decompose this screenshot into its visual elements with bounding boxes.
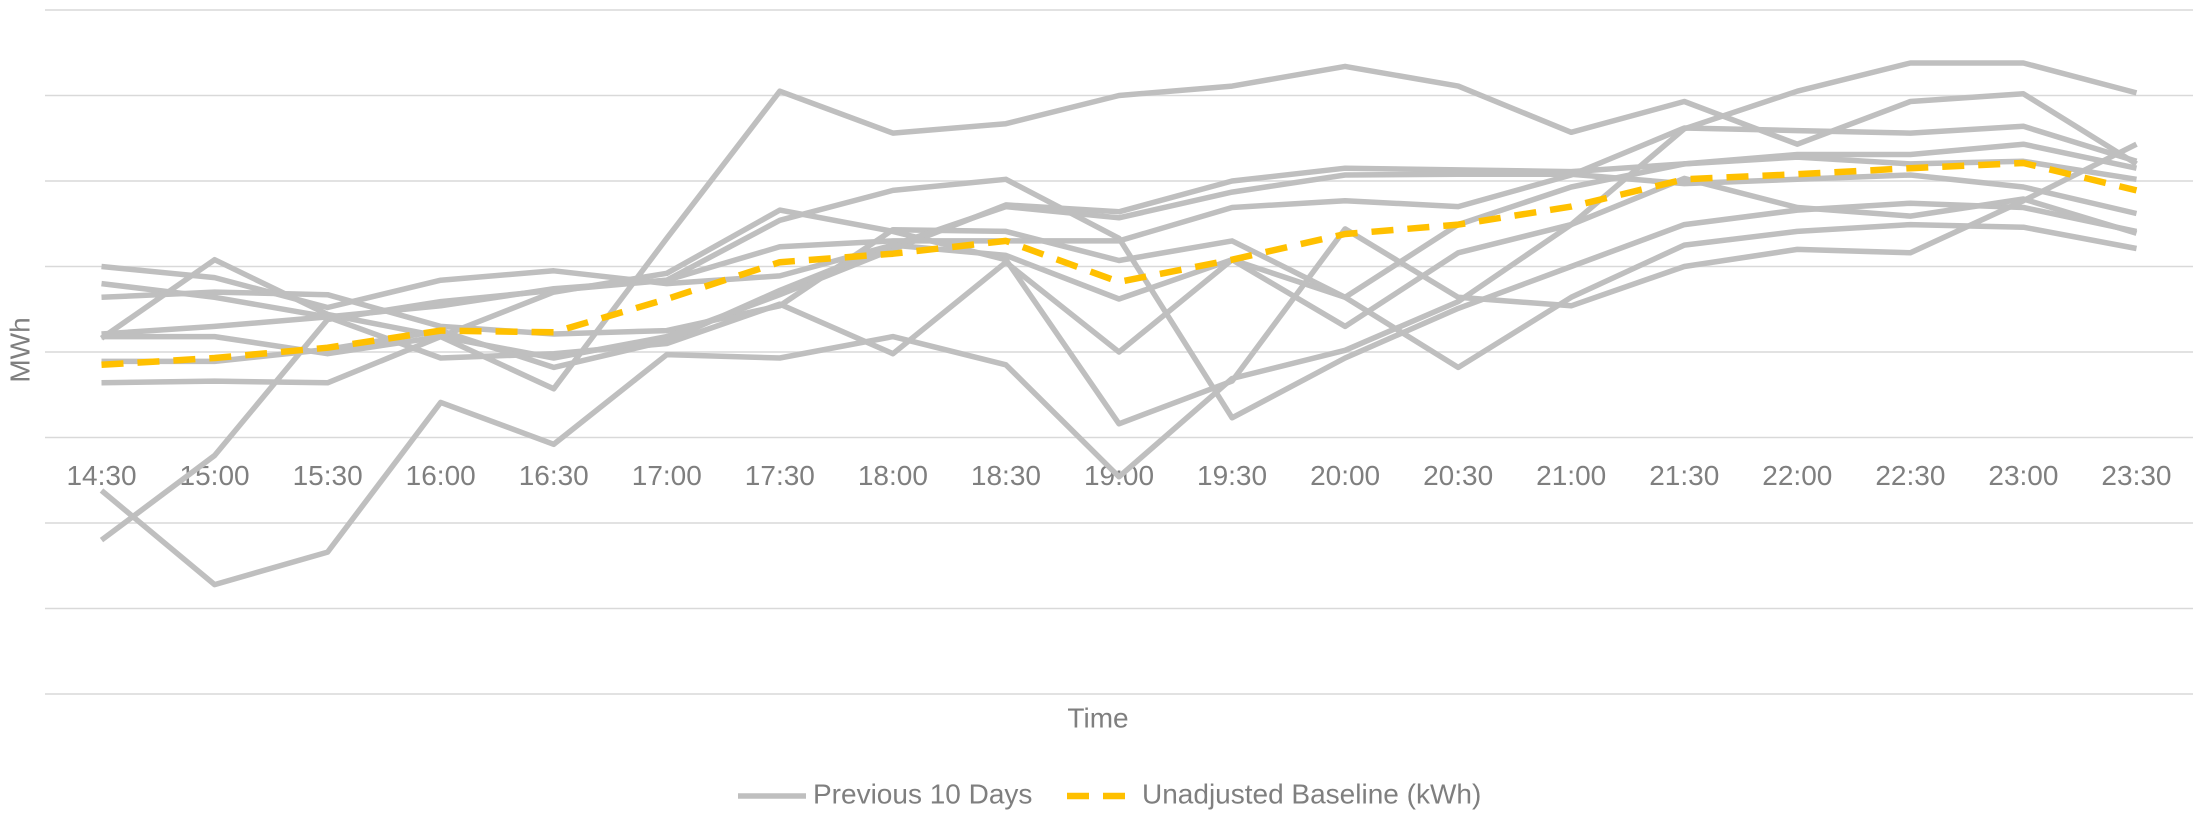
x-tick-label: 17:30 (745, 460, 815, 491)
x-tick-label: 23:30 (2101, 460, 2171, 491)
x-tick-label: 16:30 (519, 460, 589, 491)
x-tick-label: 17:00 (632, 460, 702, 491)
x-tick-label: 22:30 (1875, 460, 1945, 491)
x-tick-label: 20:00 (1310, 460, 1380, 491)
x-tick-label: 19:30 (1197, 460, 1267, 491)
series-line (101, 123, 2138, 337)
legend-label: Unadjusted Baseline (kWh) (1142, 778, 1481, 809)
x-tick-label: 14:30 (66, 460, 136, 491)
x-tick-label: 15:30 (293, 460, 363, 491)
series-line (101, 175, 2138, 361)
x-tick-label: 20:30 (1423, 460, 1493, 491)
legend-label: Previous 10 Days (813, 778, 1032, 809)
series-line (99, 60, 2138, 588)
x-tick-label: 18:00 (858, 460, 928, 491)
x-tick-label: 22:00 (1762, 460, 1832, 491)
series-line (101, 159, 2138, 369)
y-axis-title: MWh (4, 317, 35, 382)
x-tick-label: 21:30 (1649, 460, 1719, 491)
x-tick-label: 21:00 (1536, 460, 1606, 491)
x-axis-title: Time (1067, 702, 1128, 733)
series-line (101, 141, 2138, 311)
series-line (101, 221, 2138, 371)
x-tick-label: 16:00 (406, 460, 476, 491)
series-line (101, 141, 2138, 427)
x-tick-label: 23:00 (1988, 460, 2058, 491)
x-tick-label: 18:30 (971, 460, 1041, 491)
